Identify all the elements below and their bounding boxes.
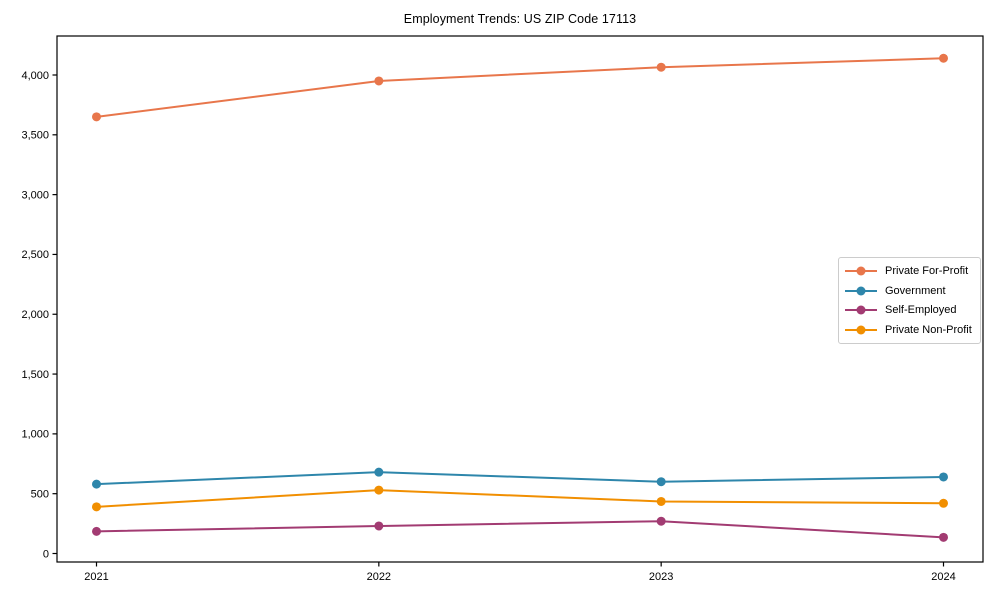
x-tick-label: 2023 — [649, 571, 673, 583]
data-point-marker — [374, 485, 384, 495]
data-point-marker — [656, 62, 666, 72]
legend-swatch-icon — [845, 286, 877, 296]
data-point-marker — [656, 516, 666, 526]
data-point-marker — [92, 112, 101, 122]
series-line-self-employed — [95, 520, 945, 539]
axes-box — [56, 35, 984, 563]
data-point-marker — [939, 472, 948, 482]
legend-label: Private Non-Profit — [885, 324, 972, 337]
y-tick-label: 3,000 — [21, 189, 49, 201]
y-tick-label: 1,000 — [21, 429, 49, 441]
data-point-marker — [374, 467, 384, 477]
legend-item-private-for-profit: Private For-Profit — [844, 262, 972, 280]
y-tick-label: 0 — [43, 548, 49, 560]
data-point-marker — [656, 477, 666, 487]
data-point-marker — [374, 521, 384, 531]
legend-label: Private For-Profit — [885, 264, 969, 277]
series-line-government — [95, 471, 945, 486]
y-tick-label: 500 — [31, 488, 49, 500]
legend-swatch-icon — [845, 266, 877, 276]
x-tick-label: 2022 — [367, 571, 391, 583]
y-tick-label: 2,500 — [21, 249, 49, 261]
y-tick-label: 2,000 — [21, 309, 49, 321]
legend-label: Self-Employed — [885, 304, 957, 317]
series-line-private-non-profit — [95, 489, 945, 508]
legend-swatch-icon — [845, 325, 877, 335]
data-point-marker — [939, 498, 948, 508]
data-point-marker — [374, 76, 384, 86]
legend-item-government: Government — [844, 282, 972, 300]
chart-title: Employment Trends: US ZIP Code 17113 — [403, 12, 637, 26]
x-tick-label: 2021 — [84, 571, 108, 583]
data-point-marker — [92, 502, 101, 512]
legend-item-self-employed: Self-Employed — [844, 301, 972, 319]
legend-swatch-icon — [845, 305, 877, 315]
data-point-marker — [939, 532, 948, 542]
data-point-marker — [92, 479, 101, 489]
y-tick-label: 4,000 — [21, 70, 49, 82]
legend-label: Government — [885, 284, 946, 297]
legend-item-private-non-profit: Private Non-Profit — [844, 321, 972, 339]
data-point-marker — [656, 496, 666, 506]
series-line-private-for-profit — [95, 57, 945, 118]
y-tick-label: 3,500 — [21, 130, 49, 142]
x-tick-label: 2024 — [931, 571, 955, 583]
chart-legend: Private For-Profit Government Self-Employe… — [838, 257, 981, 344]
data-point-marker — [92, 526, 101, 536]
data-point-marker — [939, 53, 948, 63]
y-tick-label: 1,500 — [21, 369, 49, 381]
